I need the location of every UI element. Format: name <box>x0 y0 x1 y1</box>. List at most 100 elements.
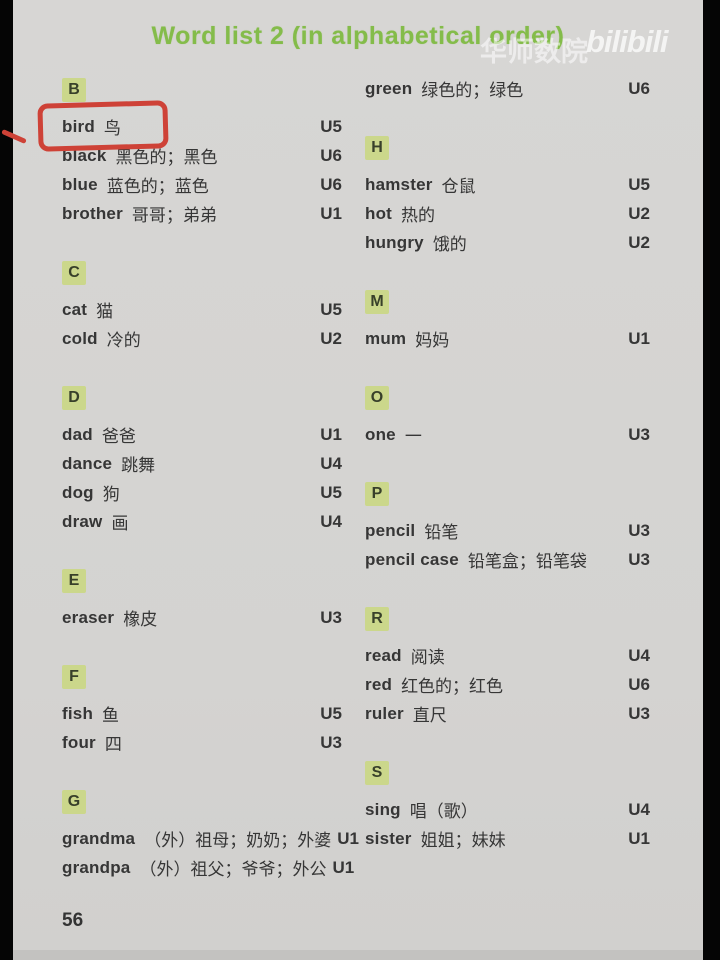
english-word: hamster <box>365 174 433 194</box>
section-letter-D: D <box>62 386 86 410</box>
section-letter-O: O <box>365 386 389 410</box>
entry-text: green 绿色的；绿色 <box>365 76 523 101</box>
chinese-translation: 阅读 <box>410 648 445 667</box>
page-number: 56 <box>62 910 84 931</box>
unit-label: U6 <box>628 78 650 98</box>
unit-label: U2 <box>628 232 650 252</box>
chinese-translation: 爸爸 <box>101 427 136 446</box>
english-word: eraser <box>62 607 115 627</box>
page-title: Word list 2 (in alphabetical order) <box>151 22 565 50</box>
chinese-translation: 一 <box>404 427 422 446</box>
entry-text: bird 鸟 <box>62 114 121 139</box>
english-word: hot <box>365 203 393 223</box>
entry-bird: bird 鸟 U5 <box>62 112 342 141</box>
entry-text: hamster 仓鼠 <box>365 172 476 197</box>
chinese-translation: 四 <box>104 735 122 754</box>
letterbox-left <box>0 0 13 960</box>
unit-label: U3 <box>628 549 650 569</box>
entry-text: draw 画 <box>62 509 128 534</box>
entry-read: read 阅读 U4 <box>365 641 650 670</box>
entry-pencil: pencil 铅笔 U3 <box>365 516 650 545</box>
unit-label: U4 <box>628 645 650 665</box>
entry-green: green 绿色的；绿色 U6 <box>365 74 650 103</box>
english-word: brother <box>62 203 123 223</box>
chinese-translation: 红色的；红色 <box>401 677 504 696</box>
chinese-translation: 直尺 <box>412 706 447 725</box>
entry-text: read 阅读 <box>365 643 445 668</box>
english-word: grandma <box>62 828 136 848</box>
chinese-translation: 鱼 <box>102 706 120 725</box>
entry-text: dance 跳舞 <box>62 451 155 476</box>
unit-label: U6 <box>320 145 342 165</box>
unit-label: U2 <box>320 328 342 348</box>
chinese-translation: 猫 <box>96 302 114 321</box>
unit-label: U5 <box>320 299 342 319</box>
chinese-translation: 画 <box>111 514 129 533</box>
entry-sister: sister 姐姐；妹妹 U1 <box>365 824 650 853</box>
entry-text: red 红色的；红色 <box>365 672 503 697</box>
entry-dance: dance 跳舞 U4 <box>62 449 342 478</box>
section-letter-C: C <box>62 261 86 285</box>
unit-label: U5 <box>320 703 342 723</box>
entry-fish: fish 鱼 U5 <box>62 699 342 728</box>
section-letter-S: S <box>365 761 389 785</box>
english-word: grandpa <box>62 857 131 877</box>
unit-label: U4 <box>320 453 342 473</box>
entry-text: grandpa （外）祖父；爷爷；外公 <box>62 855 326 880</box>
english-word: four <box>62 732 96 752</box>
entry-text: sister 姐姐；妹妹 <box>365 826 506 851</box>
chinese-translation: 蓝色的；蓝色 <box>106 177 209 196</box>
entry-text: dad 爸爸 <box>62 422 136 447</box>
page-bottom-edge <box>13 950 703 960</box>
bird-annotation-box <box>37 100 169 152</box>
entry-blue: blue 蓝色的；蓝色 U6 <box>62 170 342 199</box>
unit-label: U3 <box>320 732 342 752</box>
english-word: fish <box>62 703 94 723</box>
chinese-translation: 跳舞 <box>121 456 156 475</box>
entry-text: sing 唱（歌） <box>365 797 478 822</box>
chinese-translation: 冷的 <box>106 331 141 350</box>
chinese-translation: 饿的 <box>432 235 467 254</box>
section-letter-M: M <box>365 290 389 314</box>
entry-text: eraser 橡皮 <box>62 605 157 630</box>
english-word: red <box>365 674 393 694</box>
entry-hamster: hamster 仓鼠 U5 <box>365 170 650 199</box>
bilibili-logo: bilibili <box>586 24 669 59</box>
english-word: hungry <box>365 232 424 252</box>
entry-text: ruler 直尺 <box>365 701 447 726</box>
unit-label: U1 <box>628 328 650 348</box>
chinese-translation: 唱（歌） <box>409 802 478 821</box>
unit-label: U6 <box>320 174 342 194</box>
section-letter-R: R <box>365 607 389 631</box>
entry-hot: hot 热的 U2 <box>365 199 650 228</box>
english-word: mum <box>365 328 407 348</box>
entry-red: red 红色的；红色 U6 <box>365 670 650 699</box>
english-word: draw <box>62 511 103 531</box>
unit-label: U1 <box>337 828 359 848</box>
chinese-translation: 橡皮 <box>123 610 158 629</box>
entry-grandma: grandma （外）祖母；奶奶；外婆 U1 <box>62 824 359 853</box>
english-word: pencil case <box>365 549 459 569</box>
entry-text: pencil 铅笔 <box>365 518 458 543</box>
section-letter-P: P <box>365 482 389 506</box>
chinese-translation: 仓鼠 <box>441 177 476 196</box>
chinese-translation: 黑色的；黑色 <box>115 148 218 167</box>
entry-draw: draw 画 U4 <box>62 507 342 536</box>
english-word: ruler <box>365 703 404 723</box>
entry-text: grandma （外）祖母；奶奶；外婆 <box>62 826 331 851</box>
entry-four: four 四 U3 <box>62 728 342 757</box>
english-word: sing <box>365 799 401 819</box>
english-word: cat <box>62 299 88 319</box>
entry-eraser: eraser 橡皮 U3 <box>62 603 342 632</box>
unit-label: U4 <box>320 511 342 531</box>
unit-label: U6 <box>628 674 650 694</box>
unit-label: U1 <box>628 828 650 848</box>
entry-dad: dad 爸爸 U1 <box>62 420 342 449</box>
chinese-translation: 铅笔盒；铅笔袋 <box>467 552 587 571</box>
english-word: sister <box>365 828 412 848</box>
chinese-translation: 哥哥；弟弟 <box>131 206 217 225</box>
english-word: one <box>365 424 396 444</box>
entry-text: cat 猫 <box>62 297 113 322</box>
entry-sing: sing 唱（歌） U4 <box>365 795 650 824</box>
